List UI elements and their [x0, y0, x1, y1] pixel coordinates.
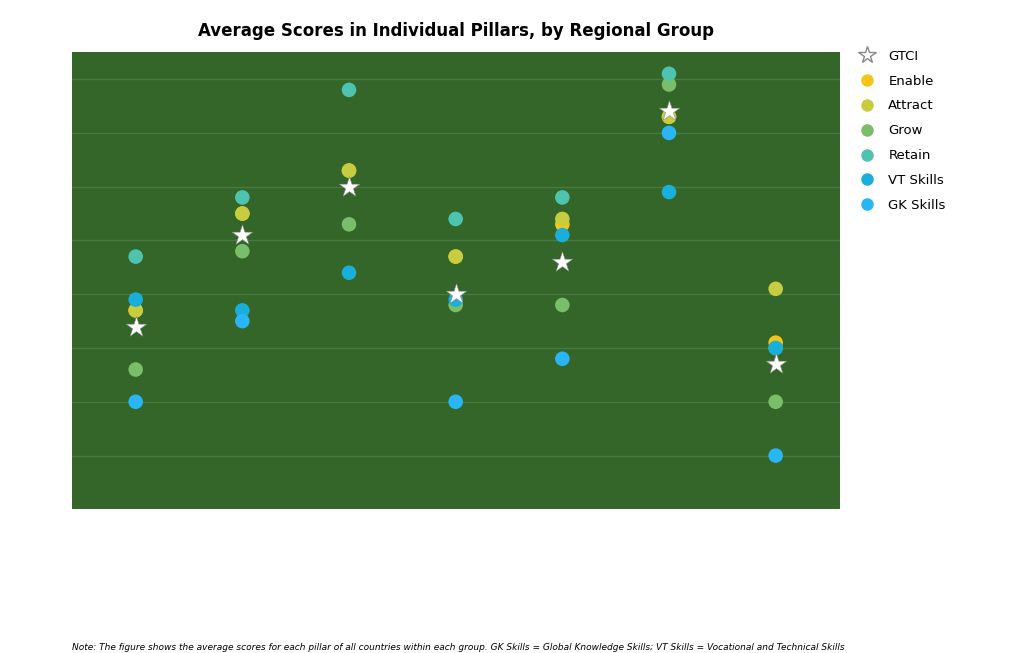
- VT Skills: [447, 295, 464, 305]
- Enable: [768, 338, 784, 348]
- Grow: [768, 396, 784, 407]
- Attract: [447, 251, 464, 262]
- Retain: [127, 251, 143, 262]
- VT Skills: [341, 268, 357, 278]
- Enable: [234, 208, 251, 219]
- GK Skills: [768, 451, 784, 461]
- Text: Note: The figure shows the average scores for each pillar of all countries withi: Note: The figure shows the average score…: [72, 643, 845, 652]
- Retain: [660, 69, 677, 79]
- Retain: [234, 192, 251, 202]
- Attract: [768, 283, 784, 294]
- Grow: [554, 300, 570, 310]
- Attract: [554, 214, 570, 224]
- Retain: [341, 85, 357, 95]
- Retain: [768, 343, 784, 353]
- GTCI: [554, 257, 570, 267]
- GTCI: [234, 230, 251, 240]
- GTCI: [127, 321, 143, 332]
- Enable: [341, 165, 357, 176]
- Grow: [234, 246, 251, 257]
- Enable: [447, 251, 464, 262]
- GTCI: [660, 106, 677, 117]
- Retain: [554, 192, 570, 202]
- Attract: [234, 208, 251, 219]
- Grow: [447, 300, 464, 310]
- GTCI: [768, 359, 784, 370]
- Grow: [127, 364, 143, 375]
- VT Skills: [554, 230, 570, 240]
- VT Skills: [234, 305, 251, 315]
- GK Skills: [127, 396, 143, 407]
- Legend: GTCI, Enable, Attract, Grow, Retain, VT Skills, GK Skills: GTCI, Enable, Attract, Grow, Retain, VT …: [854, 50, 945, 212]
- Attract: [341, 165, 357, 176]
- Grow: [341, 219, 357, 230]
- Attract: [660, 112, 677, 122]
- GTCI: [341, 182, 357, 192]
- GTCI: [447, 289, 464, 300]
- VT Skills: [127, 295, 143, 305]
- GK Skills: [447, 396, 464, 407]
- Enable: [554, 219, 570, 230]
- Enable: [660, 112, 677, 122]
- Retain: [447, 214, 464, 224]
- Grow: [660, 79, 677, 89]
- Attract: [127, 305, 143, 315]
- Y-axis label: GTCI Score: GTCI Score: [30, 247, 42, 315]
- Title: Average Scores in Individual Pillars, by Regional Group: Average Scores in Individual Pillars, by…: [198, 22, 714, 40]
- VT Skills: [660, 187, 677, 197]
- Enable: [127, 305, 143, 315]
- GK Skills: [660, 128, 677, 138]
- VT Skills: [768, 343, 784, 353]
- GK Skills: [554, 353, 570, 364]
- GK Skills: [234, 316, 251, 326]
